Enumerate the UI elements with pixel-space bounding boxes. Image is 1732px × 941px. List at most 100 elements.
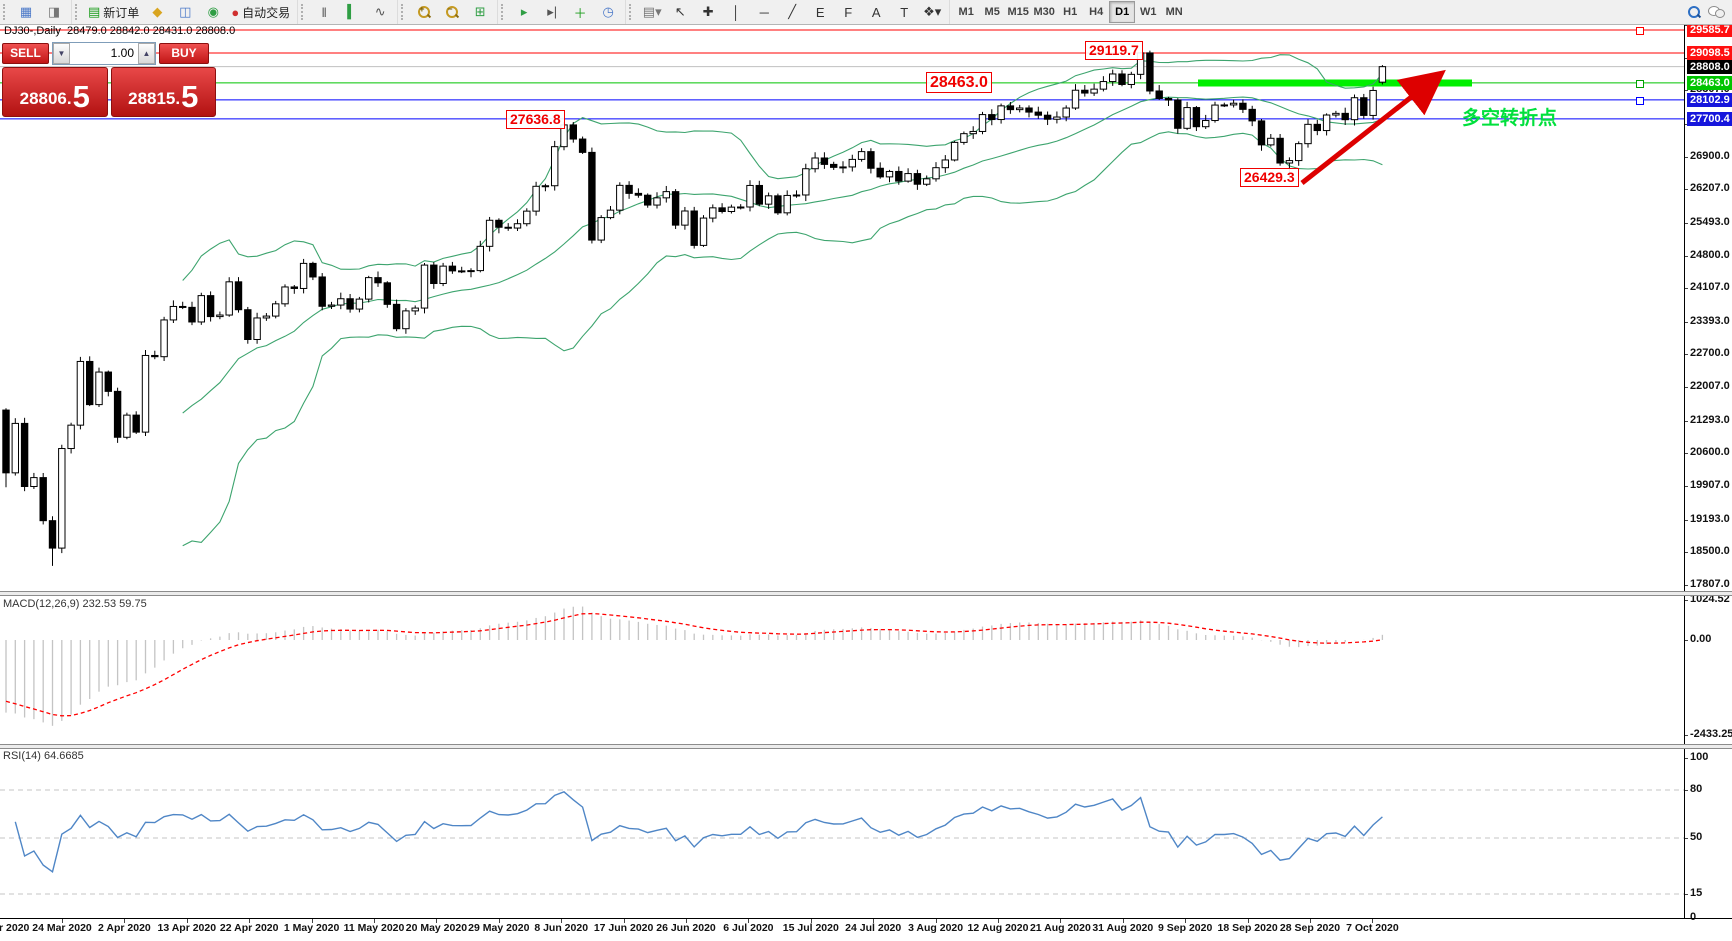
price-label-28463[interactable]: 28463.0 (926, 72, 992, 93)
zoom-in-icon[interactable]: + (411, 1, 437, 23)
chinese-note-text[interactable]: 多空转折点 (1462, 108, 1558, 129)
signals-icon[interactable]: ◉ (200, 1, 226, 23)
chat-icon[interactable] (1708, 6, 1725, 18)
metaeditor-icon[interactable]: ◆ (144, 1, 170, 23)
terminal-window-glyph: ◫ (179, 4, 192, 19)
autotrading-glyph: ● (231, 4, 240, 20)
line-handle-29585[interactable] (1636, 27, 1644, 35)
date-label: 29 May 2020 (468, 922, 530, 934)
terminal-window-icon[interactable]: ◫ (172, 1, 198, 23)
sell-quote[interactable]: 28806. 5 (2, 67, 108, 117)
auto-scroll-icon[interactable]: ▸ (511, 1, 537, 23)
timeframe-mn[interactable]: MN (1165, 6, 1183, 18)
objects-list-icon[interactable]: ▤▾ (639, 1, 665, 23)
toolbar-group: + − ⊞ (397, 0, 497, 24)
price-tick: 22700.0 (1690, 347, 1730, 360)
vertical-line-icon[interactable]: │ (723, 1, 749, 23)
candle-body (960, 133, 968, 143)
text-icon[interactable]: A (863, 1, 889, 23)
buy-button[interactable]: BUY (159, 42, 209, 64)
search-icon[interactable] (1688, 6, 1700, 18)
auto-scroll-glyph: ▸ (520, 4, 528, 19)
candles-chart-icon[interactable]: ▍ (339, 1, 365, 23)
period-clock-icon[interactable]: ◷ (595, 1, 621, 23)
new-chart-glyph: ▦ (19, 4, 33, 19)
new-chart-icon[interactable]: ▦ (13, 1, 39, 23)
timeframe-w1[interactable]: W1 (1139, 6, 1157, 18)
price-tick: 26207.0 (1690, 182, 1730, 195)
arrows-icon[interactable]: ❖▾ (919, 1, 945, 23)
candle-body (950, 141, 959, 161)
candle-body (764, 195, 773, 205)
price-label-27636[interactable]: 27636.8 (506, 110, 565, 129)
chart-shift-icon[interactable]: ▸| (539, 1, 565, 23)
date-label: 6 Jul 2020 (723, 922, 774, 934)
candle-body (39, 477, 47, 522)
fibonacci-icon[interactable]: F (835, 1, 861, 23)
candle-body (885, 170, 894, 178)
tile-windows-glyph: ⊞ (474, 4, 486, 19)
volume-decrease-button[interactable]: ▼ (53, 42, 70, 64)
volume-increase-button[interactable]: ▲ (138, 42, 155, 64)
macd-tickmark (1684, 640, 1688, 641)
tile-windows-icon[interactable]: ⊞ (467, 1, 493, 23)
new-order-button[interactable]: ▤ 新订单 (85, 1, 142, 23)
trend-arrow[interactable] (1300, 69, 1446, 185)
rsi-tickmark (1684, 894, 1688, 895)
candle-body (188, 306, 196, 323)
timeframe-h1[interactable]: H1 (1063, 6, 1078, 18)
text-label-icon[interactable]: T (891, 1, 917, 23)
date-tickmark (498, 919, 500, 923)
candle-body (299, 262, 308, 289)
trendline-icon[interactable]: ╱ (779, 1, 805, 23)
autotrading-button[interactable]: ● 自动交易 (228, 1, 293, 23)
candle-body (541, 185, 550, 188)
green-band[interactable] (1198, 79, 1472, 87)
line-chart-icon[interactable]: ∿ (367, 1, 393, 23)
price-label-29119[interactable]: 29119.7 (1085, 41, 1143, 60)
horizontal-line-icon[interactable]: ─ (751, 1, 777, 23)
candle-body (1332, 112, 1340, 116)
candle-body (1285, 160, 1294, 164)
candle-body (272, 303, 280, 317)
price-tick: 17807.0 (1690, 578, 1730, 591)
candle-body (76, 360, 85, 426)
candle-body (11, 422, 20, 474)
profiles-icon[interactable]: ◨ (41, 1, 67, 23)
add-indicator-icon[interactable]: ＋ (567, 1, 593, 23)
macd-axis-tick: -2433.25 (1690, 727, 1732, 740)
candle-body (179, 305, 187, 308)
volume-input[interactable] (70, 43, 138, 63)
timeframe-d1[interactable]: D1 (1109, 1, 1136, 23)
price-label-26429[interactable]: 26429.3 (1240, 168, 1299, 187)
price-tick: 26900.0 (1690, 149, 1730, 162)
price-tickmark (1684, 420, 1688, 422)
timeframe-m15[interactable]: M15 (1007, 6, 1029, 18)
symbol-period: DJ30-,Daily (4, 25, 61, 37)
timeframe-m1[interactable]: M1 (958, 6, 974, 18)
macd-splitter[interactable] (0, 591, 1732, 596)
timeframe-m5[interactable]: M5 (984, 6, 1000, 18)
timeframe-m30[interactable]: M30 (1033, 6, 1055, 18)
price-tickmark (1684, 288, 1688, 290)
equidistant-channel-icon[interactable]: E (807, 1, 833, 23)
rsi-splitter[interactable] (0, 744, 1732, 749)
buy-quote[interactable]: 28815. 5 (110, 67, 216, 117)
crosshair-icon[interactable]: ✚ (695, 1, 721, 23)
candle-body (1211, 104, 1219, 122)
sell-button[interactable]: SELL (2, 42, 49, 64)
cursor-icon[interactable]: ↖ (667, 1, 693, 23)
bars-chart-icon[interactable]: ‖ (311, 1, 337, 23)
zoom-out-icon[interactable]: − (439, 1, 465, 23)
price-axis-border (1684, 24, 1685, 919)
crosshair-glyph: ✚ (702, 4, 714, 19)
price-tickmark (1684, 486, 1688, 488)
candle-body (1360, 97, 1368, 116)
line-handle-28463[interactable] (1636, 80, 1644, 88)
candle-body (420, 264, 429, 309)
candle-body (867, 151, 875, 169)
candle-body (988, 114, 996, 121)
timeframe-h4[interactable]: H4 (1089, 6, 1104, 18)
line-handle-28102[interactable] (1636, 97, 1644, 105)
